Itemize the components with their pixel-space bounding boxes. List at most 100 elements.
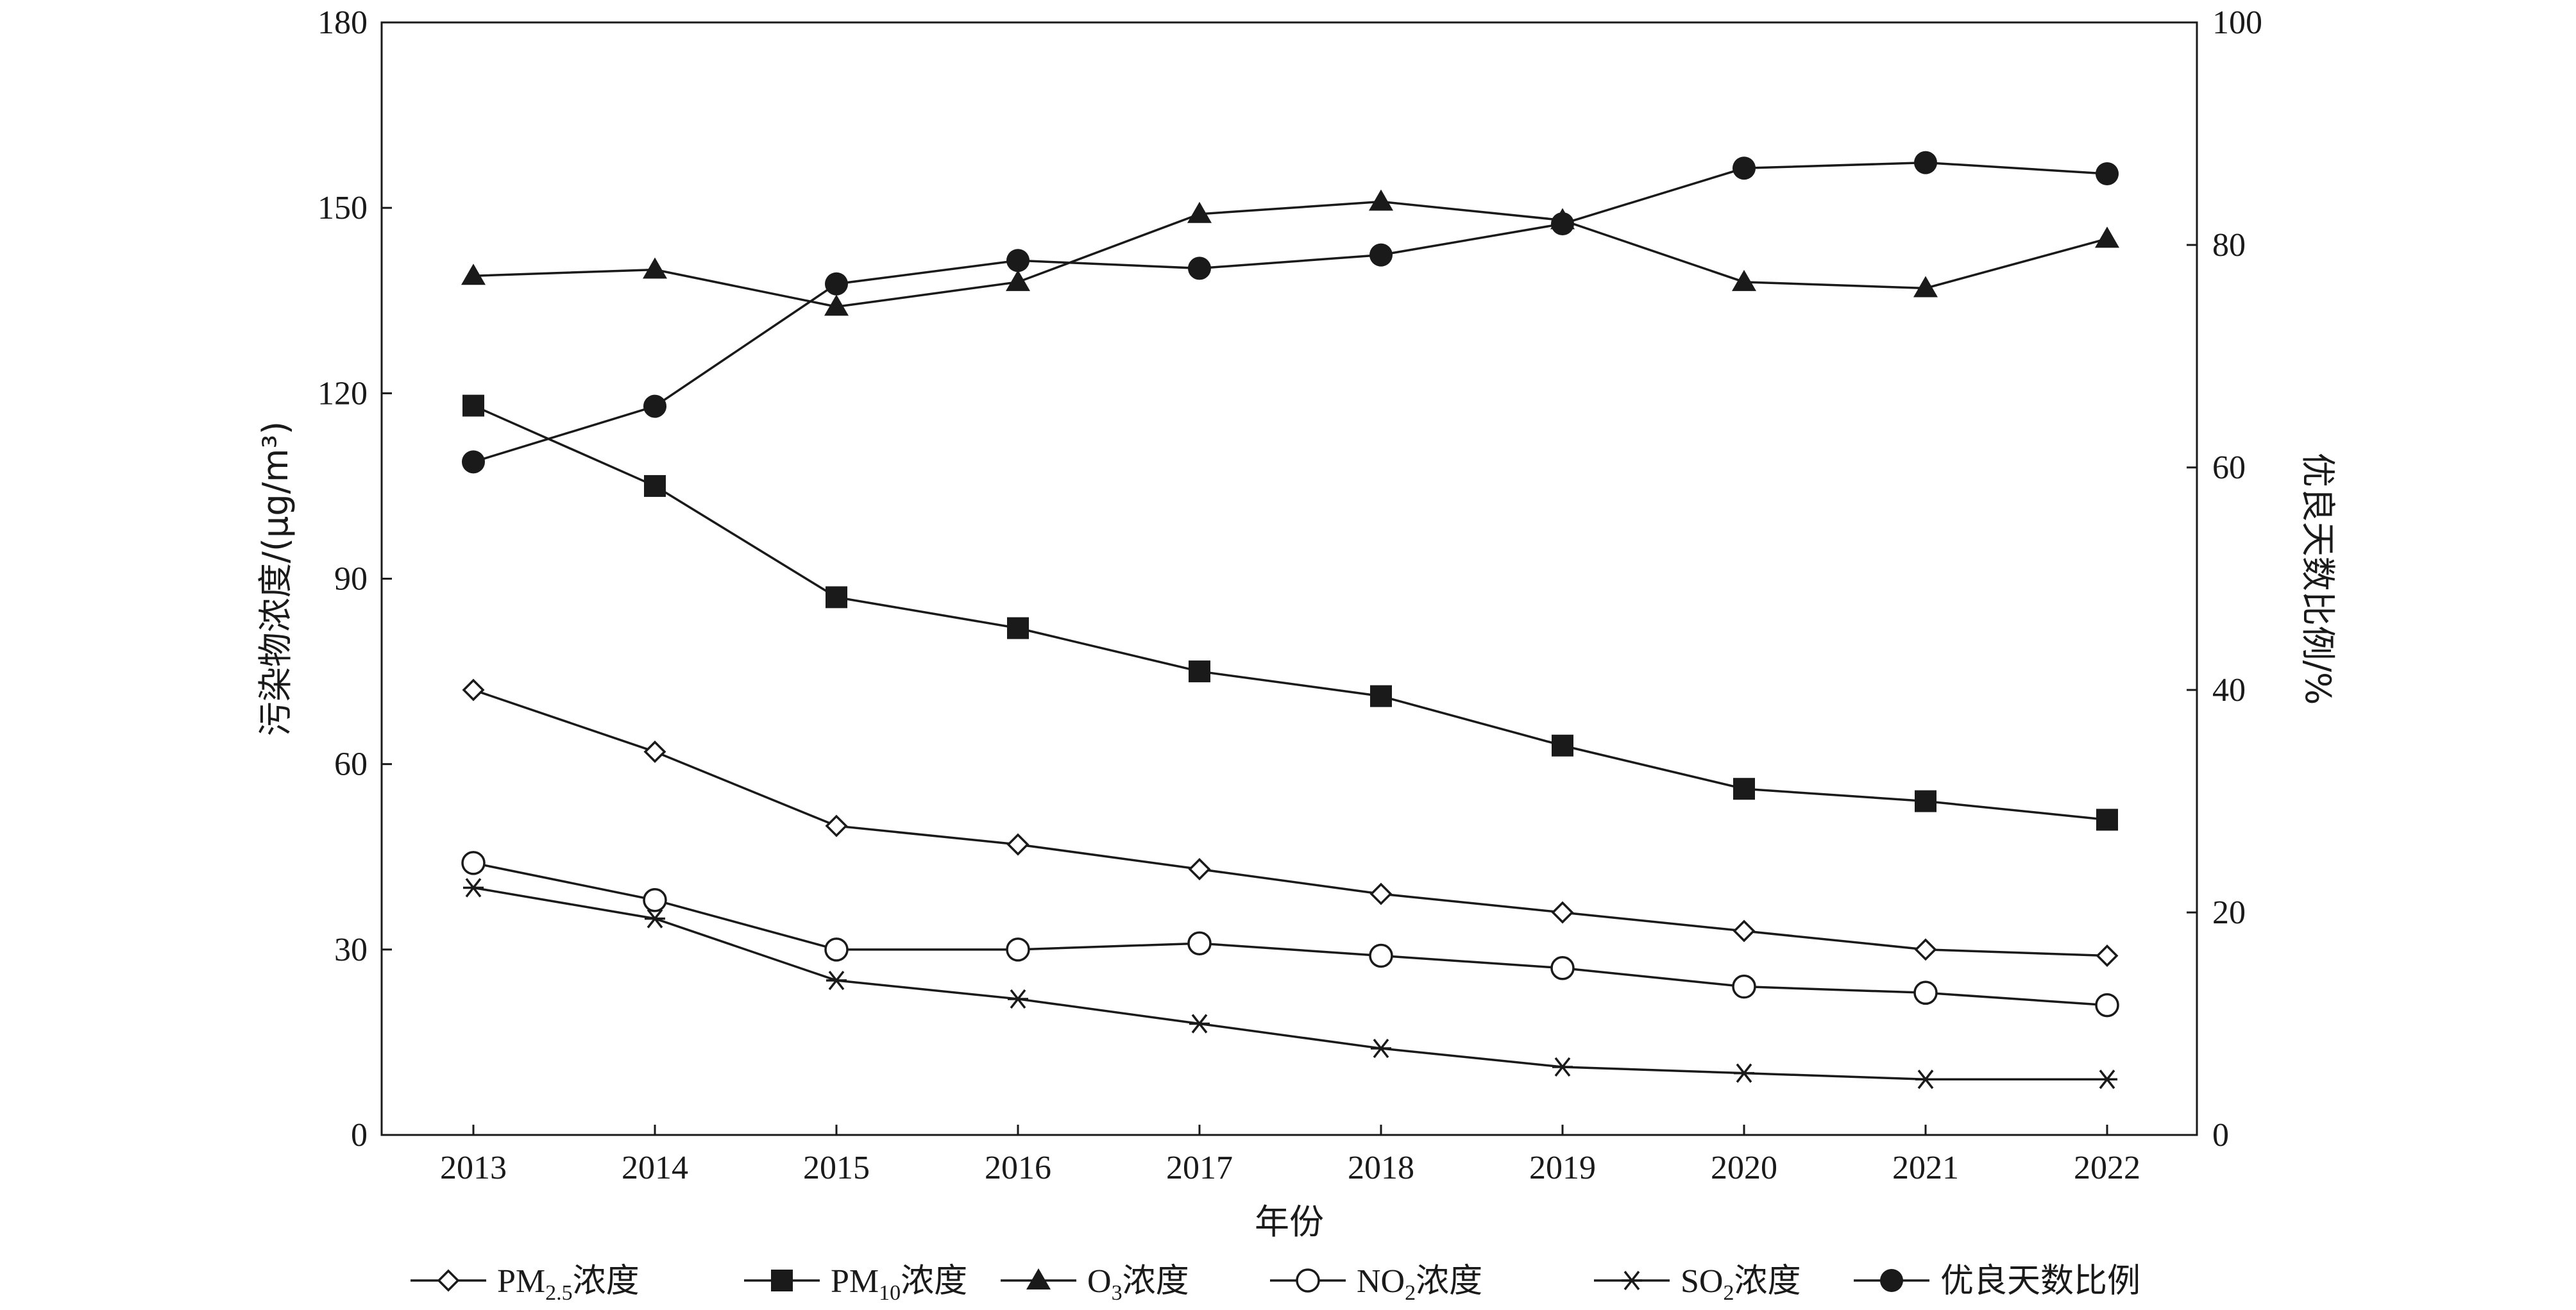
series-1 [462,678,2119,967]
data-point [643,394,666,418]
series-line [473,405,2108,821]
legend-label: SO2浓度 [1681,1262,1801,1305]
x-tick-label: 2020 [1711,1150,1777,1186]
legend-item: O3浓度 [1001,1262,1189,1305]
legend-text: 浓度 [1123,1262,1189,1300]
right-y-tick-label: 60 [2212,449,2246,486]
legend-item: 优良天数比例 [1854,1262,2140,1300]
legend-item: NO2浓度 [1270,1262,1482,1305]
series-5 [463,878,2117,1089]
data-point [1369,243,1393,267]
left-y-tick-label: 60 [334,746,368,783]
left-y-axis-title: 污染物浓度/(μg/m³) [255,421,296,736]
legend-label: PM10浓度 [831,1262,967,1305]
legend-text: 浓度 [1416,1262,1482,1300]
right-y-tick-label: 20 [2212,894,2246,931]
data-point [1369,189,1393,211]
legend-text: NO [1357,1263,1405,1300]
left-y-tick-label: 30 [334,932,368,968]
x-tick-label: 2021 [1892,1150,1959,1186]
x-tick-label: 2014 [622,1150,688,1186]
legend-marker [437,1269,460,1292]
data-point [643,257,667,279]
left-y-tick-label: 90 [334,561,368,598]
legend-subscript: 2 [1405,1281,1416,1305]
right-y-tick-label: 0 [2212,1117,2229,1154]
series-line [473,886,2107,1080]
series-line [473,862,2108,1007]
data-point [2095,226,2119,248]
data-point [1914,151,1937,174]
data-point [1370,685,1392,707]
left-y-tick-label: 0 [351,1117,368,1154]
data-point [1551,901,1574,924]
data-point [1187,201,1212,223]
data-point [1006,833,1030,856]
x-tick-label: 2013 [440,1150,507,1186]
legend-marker [1880,1269,1903,1292]
data-point [1188,858,1211,881]
legend-label: NO2浓度 [1357,1262,1482,1305]
legend-text: 浓度 [573,1262,640,1300]
data-point [1913,276,1938,298]
data-point [825,272,848,296]
legend-text: PM [497,1263,545,1300]
legend-text: O [1087,1263,1112,1300]
legend-text: SO [1681,1263,1723,1300]
data-point [1552,734,1573,757]
data-point [1734,1063,1754,1083]
legend-marker [771,1270,793,1291]
legend-marker [1296,1268,1320,1293]
data-point [1369,943,1393,968]
right-y-axis-title: 优良天数比例/% [2298,453,2338,705]
legend-label: 优良天数比例 [1940,1262,2140,1300]
data-point [1732,974,1756,999]
legend-text: 浓度 [1734,1262,1801,1300]
data-point [826,970,847,991]
right-y-tick-label: 40 [2212,672,2246,709]
data-point [1915,790,1936,812]
legend-item: SO2浓度 [1594,1262,1801,1305]
legend: PM2.5浓度 PM10浓度 O3浓度 NO2浓度 SO2浓度 优良天数比例 [411,1262,2140,1305]
data-point [462,450,485,474]
left-y-tick-label: 150 [318,190,368,226]
data-point [2096,809,2118,831]
data-point [2096,162,2119,185]
data-point [824,294,849,316]
data-point [1006,269,1030,291]
legend-text: PM [831,1263,879,1300]
legend-subscript: 2 [1723,1281,1734,1305]
legend-text: 浓度 [901,1262,967,1300]
data-point [644,474,666,497]
legend-marker [1622,1270,1642,1291]
data-point [1551,212,1574,236]
data-point [824,937,849,962]
left-y-tick-label: 120 [318,375,368,412]
data-point [825,814,848,837]
data-point [1189,1014,1210,1034]
plot-frame [380,21,2198,1136]
axes: 0 30 60 90 120 150 180 0 20 40 60 80 100 2013 2014 2015… [255,4,2338,1242]
data-point [643,740,666,763]
data-point [1552,1057,1573,1077]
data-point [1733,778,1755,800]
x-tick-label: 2017 [1166,1150,1233,1186]
data-point [1732,269,1756,291]
data-point [462,394,484,417]
data-point [1189,660,1210,683]
data-point [461,851,486,875]
data-point [1006,937,1030,962]
left-y-tick-label: 180 [318,4,368,41]
data-point [463,878,484,898]
legend-marker [1026,1268,1051,1289]
data-point [1913,980,1938,1005]
legend-subscript: 3 [1112,1281,1123,1305]
right-y-tick-label: 80 [2212,227,2246,264]
x-tick-label: 2016 [985,1150,1051,1186]
data-point [1188,256,1211,280]
data-point [2097,1070,2117,1089]
series-6 [462,151,2119,474]
data-point [461,264,486,285]
series-line [473,689,2108,957]
